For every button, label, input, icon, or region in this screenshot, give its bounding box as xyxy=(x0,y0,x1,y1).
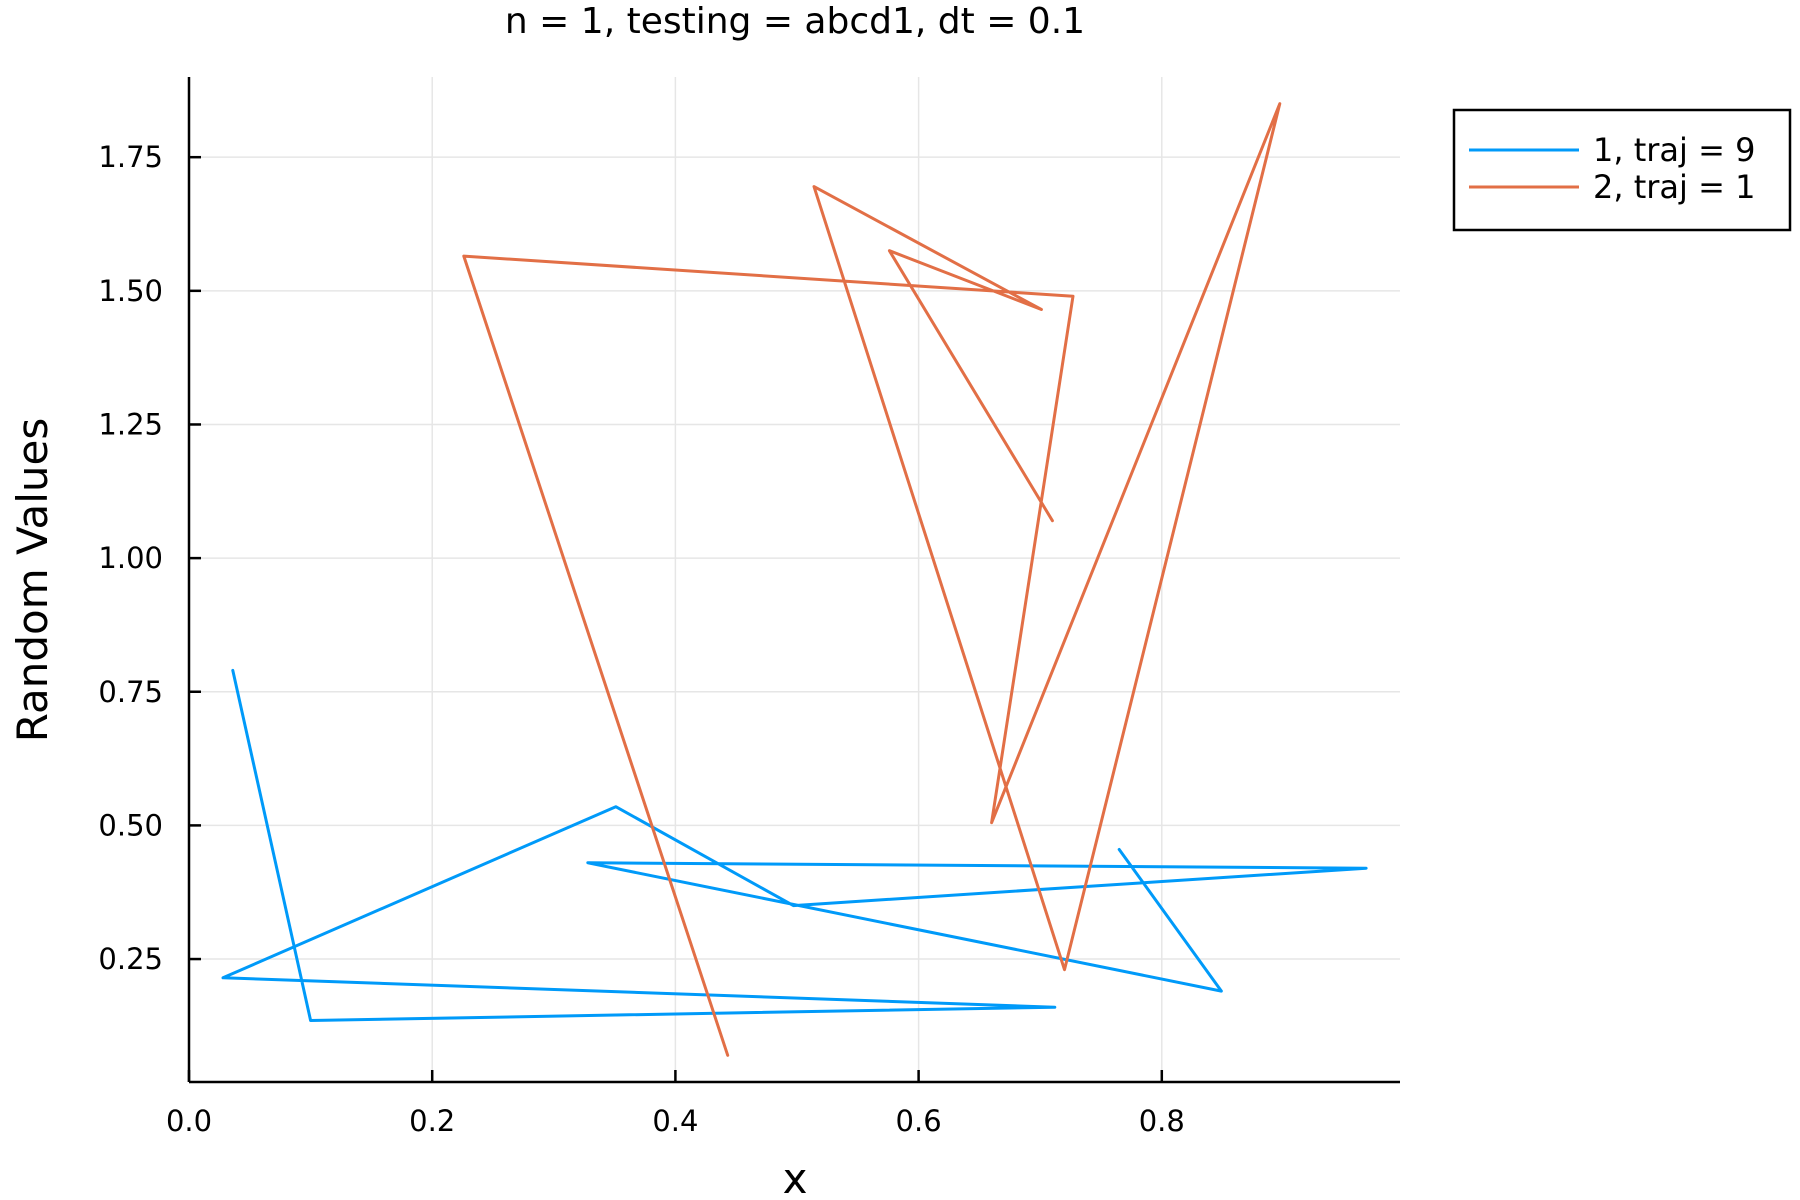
legend-label-series-2: 2, traj = 1 xyxy=(1593,168,1755,206)
x-tick-label: 0.6 xyxy=(896,1104,942,1138)
x-tick-label: 0.8 xyxy=(1139,1104,1185,1138)
x-tick-label: 0.4 xyxy=(652,1104,698,1138)
x-gridlines xyxy=(188,77,1163,1082)
y-tick-label: 0.75 xyxy=(98,675,163,709)
y-axis-ticks: 0.25 0.50 0.75 1.00 1.25 1.50 1.75 xyxy=(98,140,201,976)
y-tick-label: 0.50 xyxy=(98,808,163,842)
x-tick-label: 0.2 xyxy=(409,1104,455,1138)
x-tick-label: 0.0 xyxy=(166,1104,212,1138)
y-tick-label: 1.25 xyxy=(98,407,163,441)
series-1-line xyxy=(221,668,1368,1022)
y-tick-label: 0.25 xyxy=(98,942,163,976)
legend-label-series-1: 1, traj = 9 xyxy=(1593,131,1755,169)
y-gridlines xyxy=(189,156,1400,960)
y-axis-title: Random Values xyxy=(8,418,57,742)
y-tick-label: 1.00 xyxy=(98,541,163,575)
y-tick-label: 1.50 xyxy=(98,274,163,308)
series-layer xyxy=(221,102,1368,1057)
legend-box xyxy=(1452,108,1792,232)
series-2-line xyxy=(462,102,1282,1057)
x-axis-ticks: 0.0 0.2 0.4 0.6 0.8 xyxy=(166,1070,1185,1138)
y-tick-label: 1.75 xyxy=(98,140,163,174)
chart-title: n = 1, testing = abcd1, dt = 0.1 xyxy=(505,1,1085,42)
legend: 1, traj = 9 2, traj = 1 xyxy=(1452,108,1792,232)
x-axis-title: x xyxy=(783,1154,808,1200)
